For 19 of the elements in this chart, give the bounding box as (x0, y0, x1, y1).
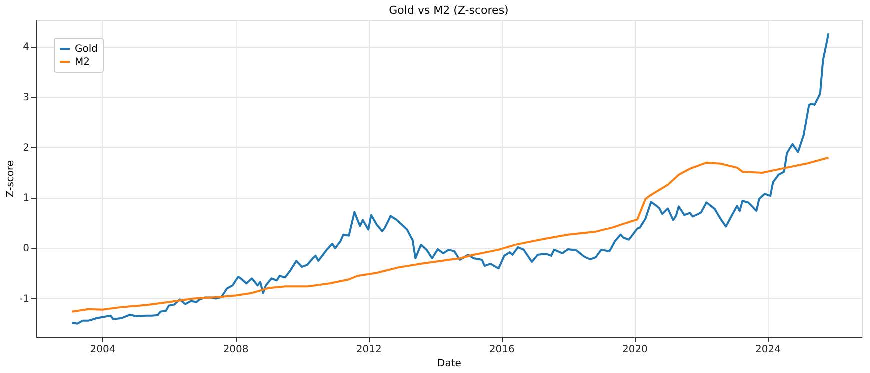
y-tick-label: 3 (23, 92, 30, 104)
y-axis-title: Z-score (6, 160, 17, 198)
y-tick-label: 1 (23, 193, 30, 204)
x-tick-label: 2008 (223, 344, 249, 356)
x-tick-label: 2004 (90, 344, 116, 356)
y-tick-label: 4 (23, 42, 30, 54)
chart-title: Gold vs M2 (Z-scores) (389, 4, 509, 17)
legend-label: M2 (75, 57, 90, 68)
line-series (71, 32, 830, 325)
legend-label: Gold (75, 44, 98, 55)
x-tick-label: 2020 (622, 344, 648, 356)
y-tick-label: -1 (20, 294, 30, 305)
x-tick-label: 2016 (489, 344, 515, 356)
x-tick-label: 2024 (756, 344, 781, 356)
y-tick-label: 0 (23, 243, 30, 254)
x-axis-title: Date (438, 358, 462, 370)
y-tick-label: 2 (23, 142, 30, 154)
x-tick-label: 2012 (356, 344, 382, 356)
line-series (71, 156, 830, 313)
